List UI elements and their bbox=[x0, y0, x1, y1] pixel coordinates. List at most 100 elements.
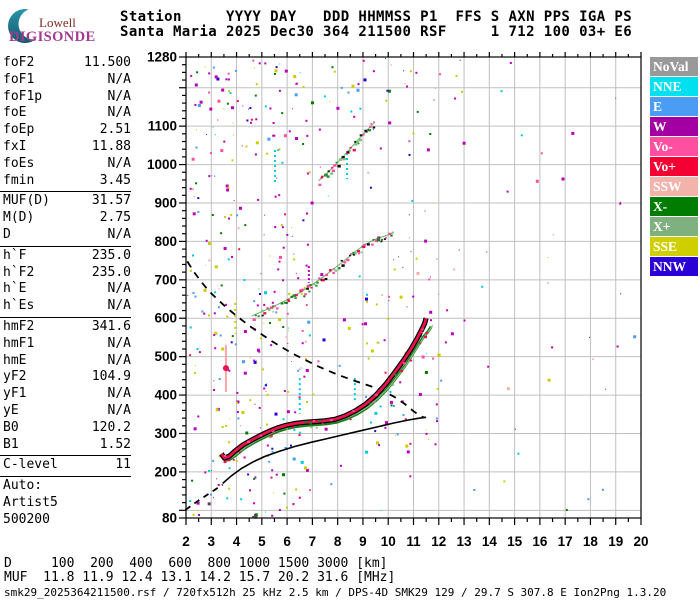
series-true-height-profile bbox=[222, 416, 427, 485]
parameter-panel: foF2 11.500 foF1 N/A foF1p N/A foE N/A foEp 2.51 f… bbox=[0, 55, 131, 529]
x-tick-label: 5 bbox=[258, 534, 266, 549]
grid bbox=[186, 57, 641, 518]
parameter-label: B0 bbox=[3, 419, 19, 435]
parameter-row-he: h`E N/A bbox=[3, 281, 131, 298]
trace-speckle bbox=[252, 231, 394, 321]
header-line-1: Station YYYY DAY DDD HHMMSS P1 FFS S AXN… bbox=[120, 9, 633, 25]
parameter-value: 2.75 bbox=[99, 210, 131, 226]
y-tick-label: 1000 bbox=[147, 157, 177, 172]
parameter-value: 120.2 bbox=[91, 419, 131, 435]
parameter-row-md: M(D) 2.75 bbox=[3, 210, 131, 227]
y-tick-label: 700 bbox=[154, 272, 177, 287]
trace-speckle bbox=[223, 328, 424, 457]
noise-layer bbox=[187, 58, 637, 519]
panel-divider bbox=[0, 191, 131, 193]
legend-item-x: X- bbox=[650, 197, 698, 216]
distance-row: D 100 200 400 600 800 1000 1500 3000 [km… bbox=[4, 556, 388, 571]
parameter-label: yF1 bbox=[3, 386, 27, 402]
x-tick-label: 14 bbox=[482, 534, 498, 549]
parameter-row-yf2: yF2 104.9 bbox=[3, 369, 131, 386]
parameter-value: 341.6 bbox=[91, 318, 131, 334]
parameter-row-hmf1: hmF1 N/A bbox=[3, 336, 131, 353]
y-tick-label: 600 bbox=[154, 311, 177, 326]
legend-item-nnw: NNW bbox=[650, 257, 698, 276]
parameter-label: h`F2 bbox=[3, 264, 35, 280]
parameter-label: hmF2 bbox=[3, 318, 35, 334]
parameter-value: N/A bbox=[107, 386, 131, 402]
y-tick-label: 300 bbox=[154, 426, 177, 441]
parameter-label: hmF1 bbox=[3, 335, 35, 351]
logo-lowell-text: Lowell bbox=[39, 15, 76, 30]
y-tick-label: 400 bbox=[154, 388, 177, 403]
x-tick-label: 19 bbox=[608, 534, 623, 549]
x-tick-label: 13 bbox=[457, 534, 473, 549]
x-tick-label: 4 bbox=[233, 534, 241, 549]
parameter-row-hes: h`Es N/A bbox=[3, 298, 131, 315]
parameter-value: 11.500 bbox=[84, 55, 131, 70]
parameter-row-clevel: C-level 11 bbox=[3, 457, 131, 474]
x-tick-label: 9 bbox=[359, 534, 367, 549]
x-tick-label: 15 bbox=[507, 534, 523, 549]
x-tick-label: 3 bbox=[208, 534, 216, 549]
parameter-row-fmin: fmin 3.45 bbox=[3, 173, 131, 190]
parameter-row-foep: foEp 2.51 bbox=[3, 122, 131, 139]
parameter-label: foEs bbox=[3, 155, 35, 171]
y-tick-label: 900 bbox=[154, 195, 177, 210]
y-tick-label: 80 bbox=[162, 511, 177, 526]
parameter-value: 3.45 bbox=[99, 172, 131, 188]
x-tick-label: 16 bbox=[532, 534, 548, 549]
parameter-label: B1 bbox=[3, 436, 19, 452]
parameter-value: 11 bbox=[115, 457, 131, 473]
legend-item-vo: Vo+ bbox=[650, 157, 698, 176]
parameter-label: Auto: bbox=[3, 478, 43, 494]
parameter-value: N/A bbox=[107, 226, 131, 242]
parameter-row-fof1: foF1 N/A bbox=[3, 72, 131, 89]
parameter-value: 2.51 bbox=[99, 122, 131, 138]
interference-streaks bbox=[222, 149, 356, 414]
x-tick-label: 17 bbox=[558, 534, 573, 549]
parameter-row-500200: 500200 bbox=[3, 512, 131, 529]
legend-item-nne: NNE bbox=[650, 77, 698, 96]
parameter-row-yf1: yF1 N/A bbox=[3, 386, 131, 403]
parameter-label: h`E bbox=[3, 281, 27, 297]
x-tick-label: 20 bbox=[633, 534, 648, 549]
parameter-value: N/A bbox=[107, 298, 131, 314]
legend-item-noval: NoVal bbox=[650, 57, 698, 76]
axis-labels: 1280 1100 1000 900 800 700 600 500 400 300 200 80 2 3… bbox=[147, 50, 649, 550]
parameter-value: 235.0 bbox=[91, 264, 131, 280]
logo-digisonde-text: DIGISONDE bbox=[9, 29, 96, 45]
parameter-row-hmf2: hmF2 341.6 bbox=[3, 319, 131, 336]
parameter-label: D bbox=[3, 226, 11, 242]
legend-item-vo: Vo- bbox=[650, 137, 698, 156]
panel-divider bbox=[0, 455, 131, 457]
direction-legend: NoVal NNE E W Vo- Vo+ SSW X- X+ SSE NNW bbox=[650, 57, 698, 277]
parameter-row-b1: B1 1.52 bbox=[3, 437, 131, 454]
series-calculated-curve bbox=[186, 260, 426, 419]
panel-divider bbox=[0, 316, 131, 318]
legend-item-w: W bbox=[650, 117, 698, 136]
y-tick-label: 1280 bbox=[147, 50, 177, 65]
parameter-value: 31.57 bbox=[91, 193, 131, 209]
parameter-label: 500200 bbox=[3, 511, 50, 527]
parameter-label: foF2 bbox=[3, 55, 35, 70]
parameter-value: N/A bbox=[107, 281, 131, 297]
parameter-label: h`F bbox=[3, 247, 27, 263]
parameter-value: N/A bbox=[107, 335, 131, 351]
series-F-trace-O-mode bbox=[219, 317, 429, 461]
parameter-value: N/A bbox=[107, 88, 131, 104]
parameter-value: 11.88 bbox=[91, 138, 131, 154]
x-tick-label: 2 bbox=[182, 534, 190, 549]
parameter-value: N/A bbox=[107, 71, 131, 87]
parameter-row-fof2: foF2 11.500 bbox=[3, 55, 131, 72]
x-tick-label: 6 bbox=[283, 534, 291, 549]
x-tick-label: 11 bbox=[406, 534, 421, 549]
parameter-value: 104.9 bbox=[91, 369, 131, 385]
x-tick-label: 12 bbox=[431, 534, 446, 549]
x-tick-label: 10 bbox=[381, 534, 396, 549]
parameter-label: fmin bbox=[3, 172, 35, 188]
legend-item-sse: SSE bbox=[650, 237, 698, 256]
parameter-label: foEp bbox=[3, 122, 35, 138]
y-tick-label: 1100 bbox=[148, 119, 177, 134]
series-profile-extrapolation bbox=[184, 483, 224, 511]
